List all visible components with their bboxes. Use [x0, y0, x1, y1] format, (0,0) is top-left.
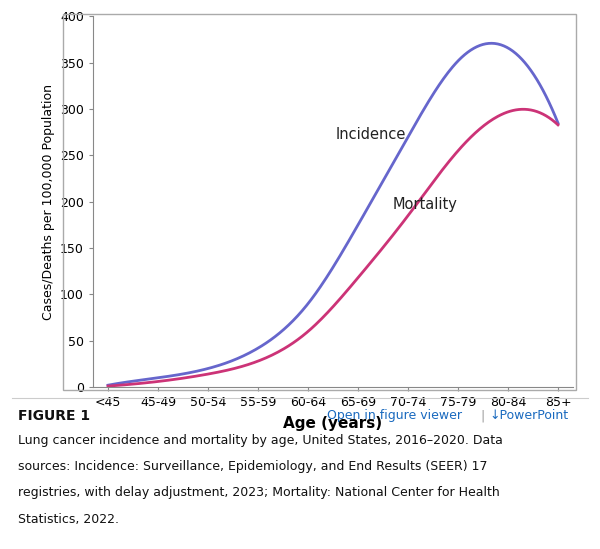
Text: Incidence: Incidence	[335, 127, 406, 142]
Y-axis label: Cases/Deaths per 100,000 Population: Cases/Deaths per 100,000 Population	[41, 84, 55, 320]
Text: |: |	[480, 409, 484, 422]
Text: ↓PowerPoint: ↓PowerPoint	[489, 409, 568, 422]
Text: Mortality: Mortality	[393, 197, 458, 212]
X-axis label: Age (years): Age (years)	[283, 416, 383, 431]
Text: Lung cancer incidence and mortality by age, United States, 2016–2020. Data: Lung cancer incidence and mortality by a…	[18, 434, 503, 447]
Text: Open in figure viewer: Open in figure viewer	[327, 409, 462, 422]
Text: FIGURE 1: FIGURE 1	[18, 409, 90, 423]
Text: Statistics, 2022.: Statistics, 2022.	[18, 513, 119, 526]
Text: registries, with delay adjustment, 2023; Mortality: National Center for Health: registries, with delay adjustment, 2023;…	[18, 486, 500, 500]
Text: sources: Incidence: Surveillance, Epidemiology, and End Results (SEER) 17: sources: Incidence: Surveillance, Epidem…	[18, 460, 487, 473]
